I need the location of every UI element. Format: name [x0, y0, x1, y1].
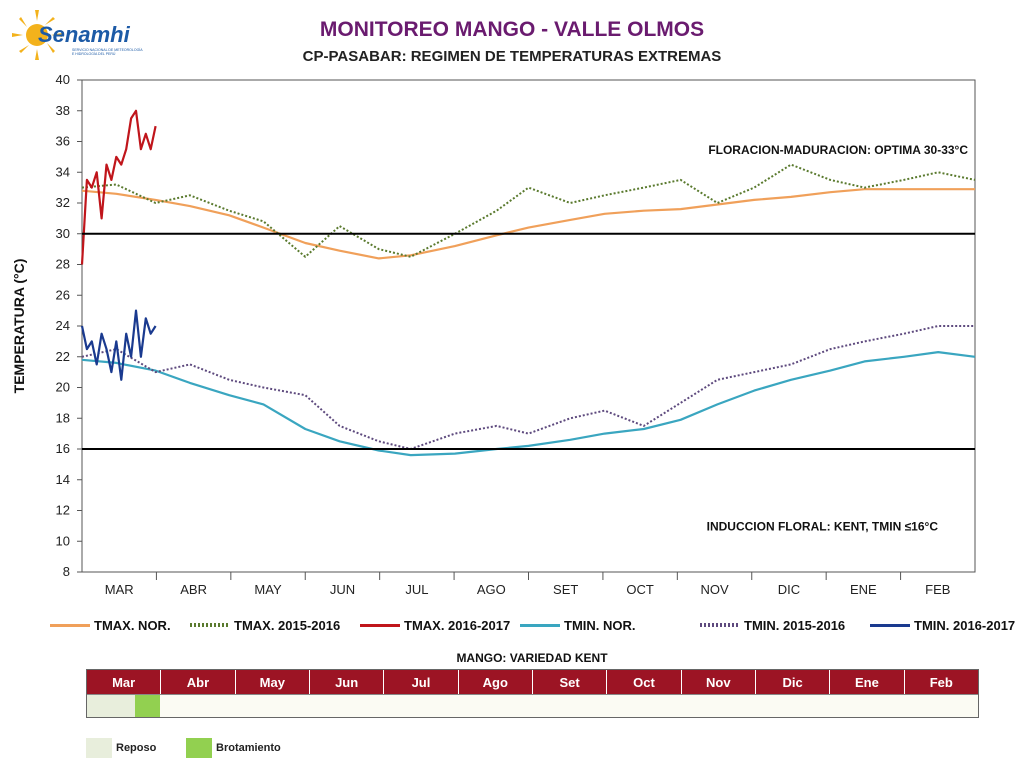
y-tick-label: 14	[56, 472, 70, 487]
y-tick-label: 26	[56, 287, 70, 302]
senamhi-logo: Senamhi SERVICIO NACIONAL DE METEOROLOGÍ…	[10, 8, 142, 63]
legend-label: TMIN. 2016-2017	[914, 617, 1016, 633]
x-tick-label: MAR	[105, 582, 134, 597]
series-line	[81, 163, 976, 258]
y-tick-label: 16	[56, 441, 70, 456]
legend-label: TMAX. NOR.	[94, 617, 171, 633]
x-tick-label: DIC	[778, 582, 800, 597]
legend-label: TMAX. 2015-2016	[234, 617, 341, 633]
x-tick-label: AGO	[477, 582, 506, 597]
series-line	[81, 325, 975, 450]
y-tick-label: 40	[56, 72, 70, 87]
legend-label: TMAX. 2016-2017	[404, 617, 511, 633]
phenology-month-cell: Oct	[607, 670, 682, 694]
phenology-month-cell: Nov	[682, 670, 756, 694]
x-tick-label: OCT	[626, 582, 654, 597]
y-tick-label: 20	[56, 380, 70, 395]
legend-swatch	[50, 623, 90, 627]
x-tick-label: JUN	[330, 582, 355, 597]
y-axis-label: TEMPERATURA (°C)	[11, 259, 27, 394]
temperature-chart: 8 10 12 14 16 18 20 22 24 26 28 30 32 34 36 38 40 MAR ABR M…	[11, 72, 976, 597]
phenology-month-cell: Jun	[310, 670, 385, 694]
phenology-phase-bar	[87, 695, 136, 717]
legend-swatch	[360, 623, 400, 627]
phenology-key-swatch	[186, 738, 212, 758]
plot-frame	[81, 79, 976, 573]
phenology-key-label: Brotamiento	[216, 742, 281, 754]
legend-swatch	[700, 623, 740, 627]
y-tick-label: 30	[56, 226, 70, 241]
legend-swatch	[520, 623, 560, 627]
phenology-title: MANGO: VARIEDAD KENT	[456, 651, 608, 665]
phenology-month-cell: Ene	[830, 670, 905, 694]
legend-swatch	[870, 623, 910, 627]
phenology-month-header: Mar Abr May Jun Jul Ago Set Oct Nov Dic Ene Feb	[87, 670, 978, 694]
phenology-key-swatch	[86, 738, 112, 758]
x-tick-label: JUL	[405, 582, 428, 597]
legend-item: TMAX. 2016-2017	[360, 614, 510, 636]
y-tick-label: 12	[56, 503, 70, 518]
phenology-table: Mar Abr May Jun Jul Ago Set Oct Nov Dic Ene Feb	[86, 669, 979, 718]
chart-subtitle: CP-PASABAR: REGIMEN DE TEMPERATURAS EXTR…	[302, 48, 722, 65]
phenology-month-cell: Ago	[459, 670, 533, 694]
series-line	[81, 351, 976, 457]
x-tick-label: SET	[553, 582, 578, 597]
y-tick-label: 18	[56, 410, 70, 425]
legend-item: TMIN. 2016-2017	[870, 614, 1015, 636]
page-title: MONITOREO MANGO - VALLE OLMOS	[319, 18, 705, 41]
series-line	[81, 188, 975, 260]
legend-item: TMIN. 2015-2016	[700, 614, 845, 636]
phenology-phase-bar	[135, 695, 160, 717]
phenology-phase-row	[87, 694, 978, 717]
phenology-month-cell: Set	[533, 670, 608, 694]
series-line	[80, 109, 157, 265]
logo-subtext: SERVICIO NACIONAL DE METEOROLOGÍA E HIDR…	[72, 48, 143, 56]
logo-wordmark: Senamhi	[38, 22, 130, 47]
phenology-key-label: Reposo	[116, 742, 157, 754]
y-tick-label: 36	[56, 134, 70, 149]
y-tick-label: 22	[56, 349, 70, 364]
annotation-flowering: FLORACION-MADURACION: OPTIMA 30-33°C	[708, 143, 968, 157]
phenology-month-cell: Dic	[756, 670, 831, 694]
phenology-key-item: Brotamiento	[186, 738, 281, 758]
x-tick-label: FEB	[925, 582, 950, 597]
legend-swatch	[190, 623, 230, 627]
y-tick-label: 38	[56, 103, 70, 118]
annotation-induction: INDUCCION FLORAL: KENT, TMIN ≤16°C	[707, 519, 939, 533]
plot-area	[81, 79, 976, 573]
phenology-month-cell: Feb	[929, 674, 953, 690]
x-tick-label: MAY	[254, 582, 282, 597]
phenology-month-cell: Abr	[161, 670, 236, 694]
phenology-month-cell: Jul	[384, 670, 459, 694]
legend-label: TMIN. NOR.	[564, 617, 636, 633]
legend-label: TMIN. 2015-2016	[744, 617, 846, 633]
legend-item: TMAX. NOR.	[50, 614, 171, 636]
y-tick-label: 10	[56, 533, 70, 548]
phenology-month-cell: May	[236, 670, 310, 694]
phenology-month-cell: Mar	[87, 670, 162, 694]
y-tick-label: 32	[56, 195, 70, 210]
legend-item: TMIN. NOR.	[520, 614, 636, 636]
y-tick-label: 34	[56, 164, 70, 179]
legend-item: TMAX. 2015-2016	[190, 614, 340, 636]
axes: 8 10 12 14 16 18 20 22 24 26 28 30 32 34 36 38 40 MAR ABR M…	[11, 72, 950, 597]
series-line	[80, 309, 157, 381]
x-tick-label: ENE	[850, 582, 877, 597]
y-tick-label: 8	[63, 564, 70, 579]
annotation-layer: FLORACION-MADURACION: OPTIMA 30-33°C INDU…	[82, 143, 975, 533]
x-tick-label: ABR	[180, 582, 207, 597]
y-tick-label: 28	[56, 257, 70, 272]
series-layer	[80, 109, 976, 457]
phenology-key-item: Reposo	[86, 738, 156, 758]
x-tick-label: NOV	[700, 582, 729, 597]
chart-legend: TMAX. NOR. TMAX. 2015-2016 TMAX. 2016-2017…	[50, 614, 1015, 636]
sun-icon	[12, 10, 62, 60]
y-tick-label: 24	[56, 318, 70, 333]
